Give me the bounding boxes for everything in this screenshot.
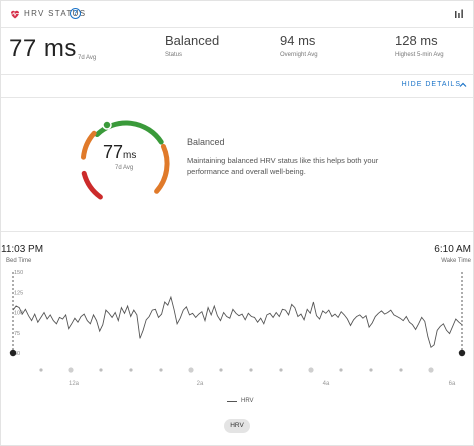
divider xyxy=(1,97,473,98)
y-tick-label: 150 xyxy=(14,270,23,276)
x-axis-dot xyxy=(219,368,223,372)
gauge-segment-red xyxy=(81,170,103,200)
x-axis-dot xyxy=(68,367,74,373)
gauge-label: 7d Avg xyxy=(115,165,134,171)
divider xyxy=(1,74,473,75)
stat-overnight-label: Overnight Avg xyxy=(280,52,318,58)
divider xyxy=(1,231,473,232)
card-title: HRV STATUS xyxy=(24,9,87,18)
help-icon[interactable]: ? xyxy=(70,8,81,19)
hrv-seven-day-value: 77 ms xyxy=(9,35,77,62)
status-description: Maintaining balanced HRV status like thi… xyxy=(187,156,379,176)
gauge-segment-orange xyxy=(154,143,170,194)
stat-highest-label: Highest 5-min Avg xyxy=(395,52,444,58)
x-axis-dot xyxy=(308,367,314,373)
gauge-value: 77ms xyxy=(103,142,136,163)
stat-overnight-value: 94 ms xyxy=(280,33,316,48)
gauge-marker xyxy=(102,120,112,130)
gauge-segment-green xyxy=(94,120,164,145)
stat-highest-value: 128 ms xyxy=(395,33,438,48)
x-axis-dot xyxy=(129,368,133,372)
hrv-filter-chip[interactable]: HRV xyxy=(224,419,250,433)
x-tick-label: 2a xyxy=(197,381,204,387)
x-axis-dot xyxy=(188,367,194,373)
x-axis-dot xyxy=(159,368,163,372)
stat-highest: 128 ms Highest 5-min Avg xyxy=(395,33,444,58)
x-axis-dot xyxy=(249,368,253,372)
stat-status: Balanced Status xyxy=(165,33,219,58)
x-axis-dot xyxy=(279,368,283,372)
hide-details-link[interactable]: HIDE DETAILS xyxy=(401,81,461,88)
x-tick-label: 6a xyxy=(449,381,456,387)
wake-time-label: Wake Time xyxy=(441,258,471,264)
x-axis-dot xyxy=(369,368,373,372)
heart-icon xyxy=(11,10,19,19)
gauge-segment-orange xyxy=(81,130,97,160)
hrv-series-line xyxy=(12,295,463,349)
y-tick-label: 125 xyxy=(14,290,23,296)
y-tick-label: 50 xyxy=(14,351,20,357)
hrv-status-gauge xyxy=(81,120,170,200)
legend-line-swatch xyxy=(227,400,237,402)
chevron-up-icon[interactable] xyxy=(459,81,467,89)
stat-status-value: Balanced xyxy=(165,33,220,48)
hrv-seven-day-label: 7d Avg xyxy=(78,55,97,61)
chart-bars-icon[interactable] xyxy=(454,9,464,19)
x-axis-dot xyxy=(39,368,43,372)
y-tick-label: 75 xyxy=(14,331,20,337)
stat-status-label: Status xyxy=(165,52,183,58)
wake-time-marker xyxy=(458,349,466,357)
chart-legend: HRV xyxy=(227,398,254,404)
bed-time-label: Bed Time xyxy=(6,258,32,264)
x-axis-dot xyxy=(399,368,403,372)
gauge-number: 77 xyxy=(103,142,124,162)
bed-time: 11:03 PM xyxy=(1,244,44,255)
legend-label: HRV xyxy=(241,398,254,404)
x-axis-dot xyxy=(428,367,434,373)
y-tick-label: 100 xyxy=(14,311,23,317)
x-tick-label: 4a xyxy=(323,381,330,387)
wake-time: 6:10 AM xyxy=(434,244,471,255)
hrv-line-chart: 150 125 100 75 50 12a 2a 4a 6a xyxy=(9,270,466,387)
stat-overnight: 94 ms Overnight Avg xyxy=(280,33,318,58)
status-title: Balanced xyxy=(187,137,225,147)
gauge-unit: ms xyxy=(123,150,137,161)
divider xyxy=(1,27,473,28)
bed-time-marker xyxy=(9,349,17,357)
card-header: HRV STATUS ? xyxy=(1,1,473,27)
x-axis-dot xyxy=(339,368,343,372)
x-tick-label: 12a xyxy=(69,381,80,387)
x-axis-dot xyxy=(99,368,103,372)
